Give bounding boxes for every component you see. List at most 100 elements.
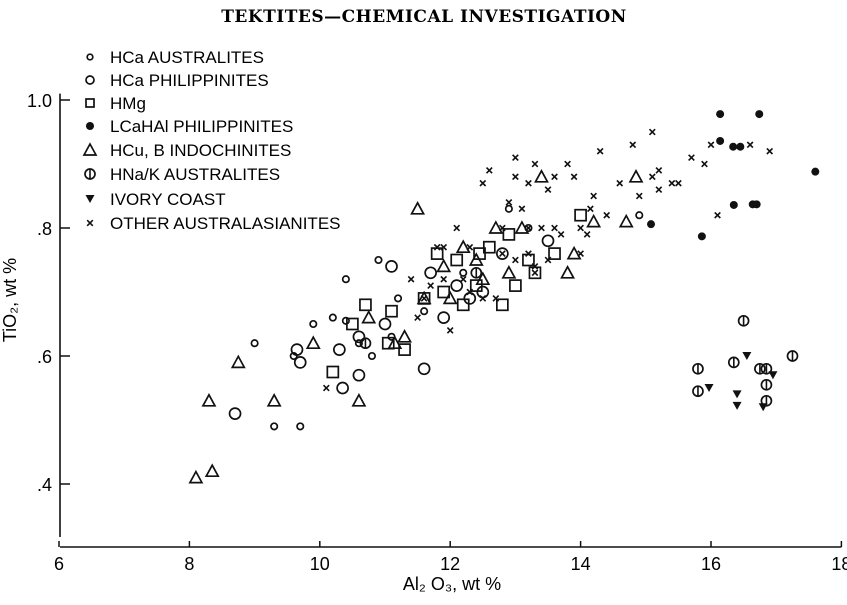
x-axis-label: Al₂ O₃, wt % [403,574,501,594]
data-point [692,362,704,375]
data-point [525,224,532,232]
y-tick-label: .4 [37,475,52,495]
data-point [707,141,715,149]
data-point [328,313,337,322]
series-filled-triangle-down [704,352,778,412]
data-point [727,356,740,369]
data-point [446,327,454,334]
data-point [505,199,513,206]
data-point [504,204,513,213]
data-point [488,220,504,234]
data-point [675,179,682,187]
data-point [427,282,435,289]
legend-marker-icon [85,75,95,85]
legend-marker-icon [82,142,98,156]
data-point [551,224,558,232]
data-point [760,362,773,375]
data-point [570,173,578,181]
data-point [574,208,587,222]
data-point [635,192,643,200]
data-point [498,250,506,257]
data-point [716,136,725,145]
data-point [230,354,246,369]
data-point [346,317,359,331]
data-point [577,250,584,257]
data-point [736,142,745,151]
data-point [496,247,509,260]
data-point [456,298,470,312]
legend-item: HMg [85,94,146,113]
data-point [655,186,663,193]
data-point [450,279,464,292]
data-point [618,213,634,228]
series-x [322,128,774,392]
data-point [714,211,721,219]
series-circle [228,234,555,420]
x-tick-label: 6 [54,554,64,574]
data-point [361,309,377,324]
data-point [616,179,624,187]
data-point [475,271,491,286]
data-point [514,220,530,234]
legend-label: HMg [110,94,146,113]
data-point [502,228,516,241]
data-point [587,205,594,213]
data-point [760,378,773,391]
legend-label: HCu, B INDOCHINITES [110,141,291,160]
data-point [737,314,750,327]
x-tick-label: 16 [701,554,721,574]
data-point [309,319,318,329]
y-tick-label: .6 [37,347,52,367]
data-point [398,343,411,356]
data-point [420,307,429,316]
legend-marker-icon [85,98,95,108]
data-point [440,275,448,283]
data-point [290,343,304,356]
data-point [433,243,441,251]
data-point [463,292,477,305]
legend-label: HNa/K AUSTRALITES [110,165,280,184]
data-point [450,253,464,267]
data-point [270,422,279,431]
legend-item: HNa/K AUSTRALITES [84,165,280,184]
data-point [289,351,298,361]
data-point [228,407,242,420]
data-point [266,393,282,407]
data-point [768,371,778,380]
data-point [560,265,575,279]
data-point [455,239,471,254]
data-point [629,141,637,149]
data-point [397,329,412,343]
x-tick-label: 8 [184,554,194,574]
y-tick-label: .8 [37,219,52,239]
data-point [628,169,644,183]
series-barred-circle [359,266,799,407]
data-point [374,255,383,265]
data-point [393,294,403,303]
data-point [647,220,656,229]
data-point [538,224,545,232]
data-point [468,252,484,266]
x-tick-label: 14 [571,554,591,574]
data-point [416,290,432,305]
data-point [485,167,493,174]
data-point [531,269,539,277]
data-point [359,298,372,312]
data-point [688,154,695,161]
legend-item: HCa PHILIPPINITES [85,71,269,90]
data-point [518,205,526,213]
data-point [786,350,799,362]
data-point [811,167,820,176]
data-point [531,263,539,270]
data-point [470,266,483,279]
data-point [367,351,377,361]
data-point [648,128,656,136]
data-point [352,368,366,382]
data-point [716,110,725,119]
y-axis-label: TiO₂, wt % [0,258,20,342]
legend-label: IVORY COAST [110,190,226,209]
data-point [341,275,350,284]
data-point [501,265,517,279]
data-point [732,401,742,410]
